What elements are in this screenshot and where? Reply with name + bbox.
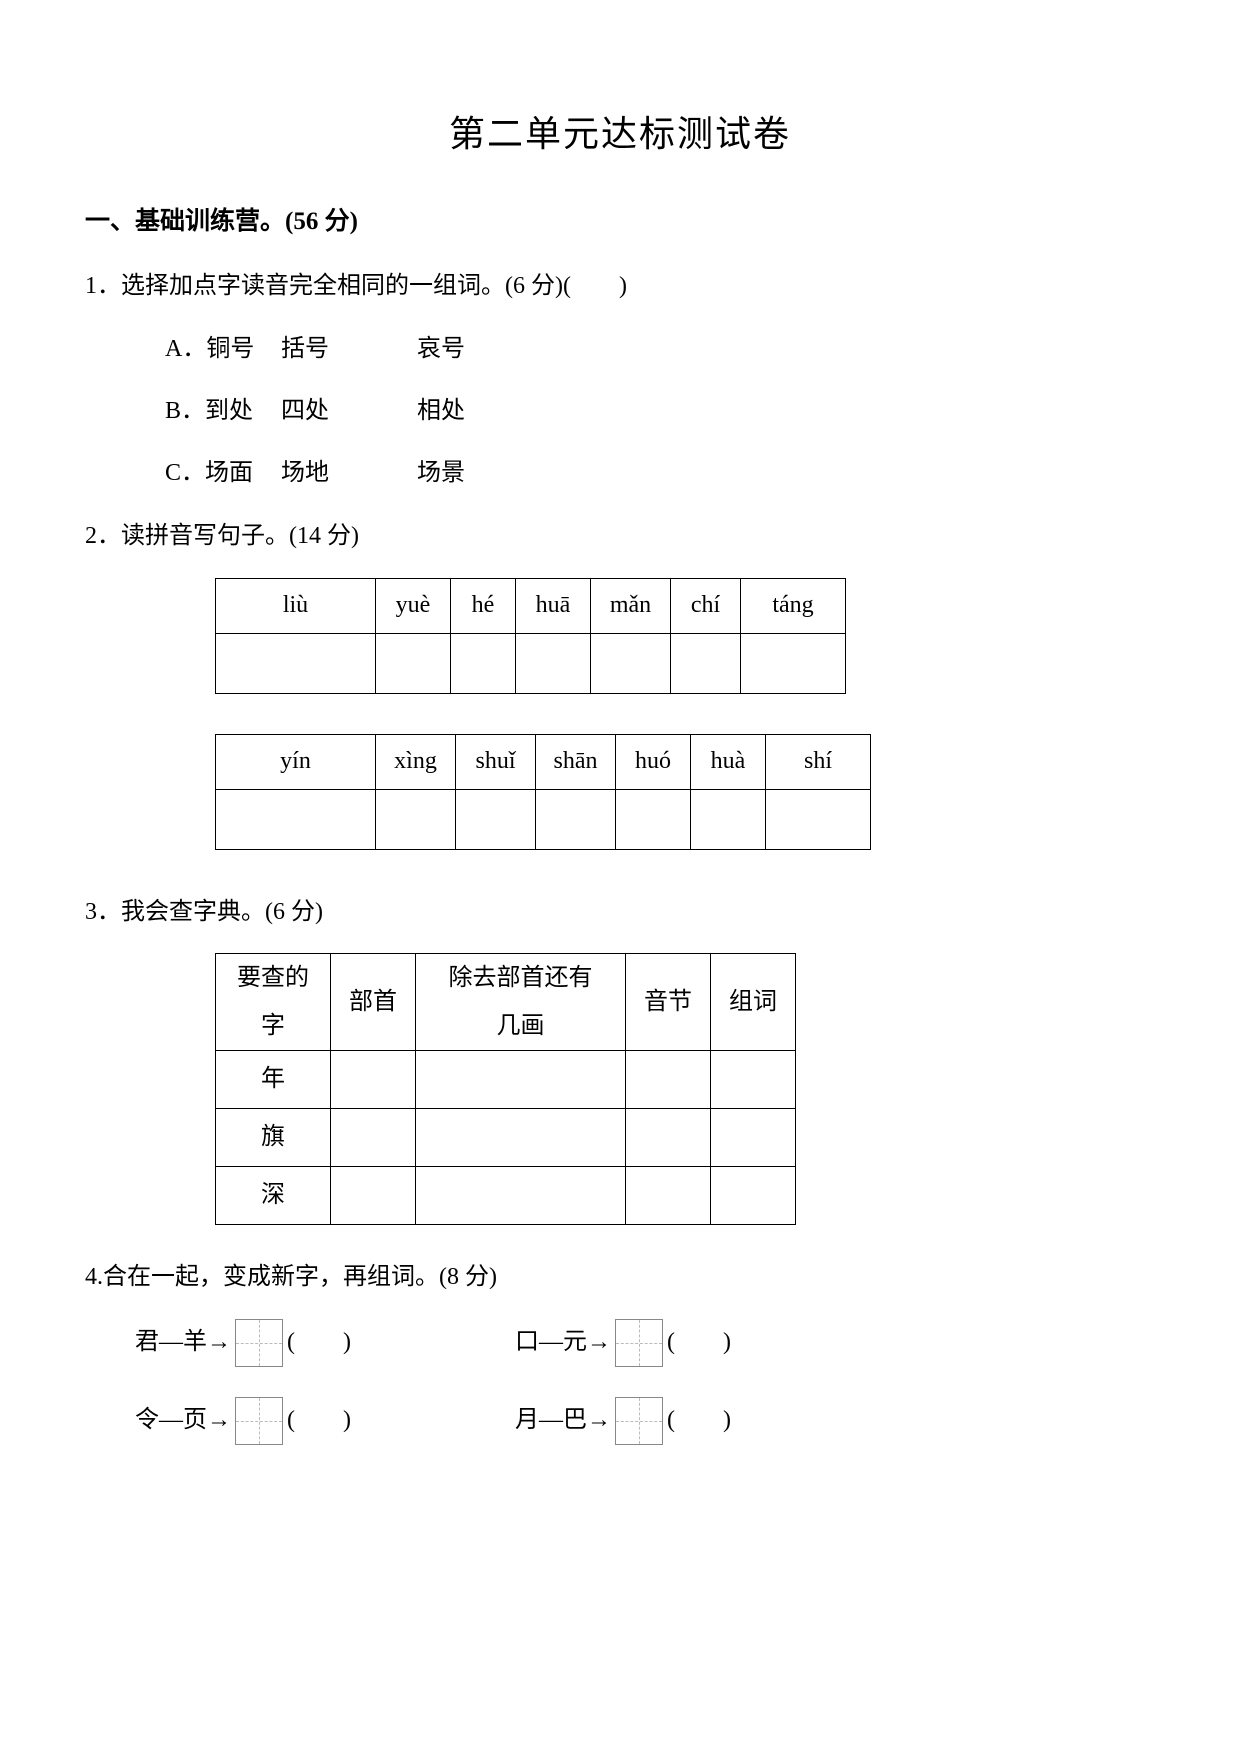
combine-row-1: 君—羊→ ( ) 口—元→ ( ) [135, 1319, 1155, 1367]
pt2-cell-0: yín [216, 734, 376, 789]
option-a-word1: 括号 [281, 327, 411, 373]
pt2-cell-4: huó [616, 734, 691, 789]
option-c-word2: 场景 [417, 451, 547, 497]
pt1-answer-0[interactable] [216, 633, 376, 693]
pt2-cell-6: shí [766, 734, 871, 789]
option-c-word1: 场地 [281, 451, 411, 497]
combine-3-paren[interactable]: ( ) [667, 1398, 731, 1444]
option-a-word2: 哀号 [417, 327, 547, 373]
dict-r1-c2[interactable] [416, 1109, 626, 1167]
pt1-answer-4[interactable] [591, 633, 671, 693]
combine-pair-2: 令—页→ ( ) [135, 1397, 515, 1445]
option-b-label: B．到处 [165, 389, 275, 435]
dictionary-table: 要查的字 部首 除去部首还有几画 音节 组词 年 旗 深 [215, 953, 796, 1225]
dict-hdr-3: 音节 [626, 954, 711, 1051]
combine-pair-3: 月—巴→ ( ) [515, 1397, 731, 1445]
dict-r1-char: 旗 [216, 1109, 331, 1167]
pt2-answer-3[interactable] [536, 789, 616, 849]
option-c: C．场面 场地 场景 [165, 451, 1155, 497]
pt1-answer-6[interactable] [741, 633, 846, 693]
pt1-cell-0: liù [216, 578, 376, 633]
combine-1-paren[interactable]: ( ) [667, 1320, 731, 1366]
dict-r0-c3[interactable] [626, 1051, 711, 1109]
dict-r0-c1[interactable] [331, 1051, 416, 1109]
pt1-answer-1[interactable] [376, 633, 451, 693]
dict-r0-c4[interactable] [711, 1051, 796, 1109]
dict-hdr-4: 组词 [711, 954, 796, 1051]
pinyin-table-1: liù yuè hé huā mǎn chí táng [215, 578, 846, 694]
dict-r0-char: 年 [216, 1051, 331, 1109]
dict-r2-char: 深 [216, 1167, 331, 1225]
combine-3-left: 月—巴→ [515, 1398, 611, 1444]
pt2-answer-0[interactable] [216, 789, 376, 849]
question-3: 3．我会查字典。(6 分) 要查的字 部首 除去部首还有几画 音节 组词 年 旗… [85, 890, 1155, 1226]
dict-hdr-1: 部首 [331, 954, 416, 1051]
pt2-answer-4[interactable] [616, 789, 691, 849]
pt1-answer-2[interactable] [451, 633, 516, 693]
dict-r1-c1[interactable] [331, 1109, 416, 1167]
pt2-answer-5[interactable] [691, 789, 766, 849]
combine-pair-0: 君—羊→ ( ) [135, 1319, 515, 1367]
combine-0-paren[interactable]: ( ) [287, 1320, 351, 1366]
question-4: 4.合在一起，变成新字，再组词。(8 分) 君—羊→ ( ) 口—元→ ( ) … [85, 1255, 1155, 1445]
pt2-cell-5: huà [691, 734, 766, 789]
option-b: B．到处 四处 相处 [165, 389, 1155, 435]
dict-r2-c3[interactable] [626, 1167, 711, 1225]
pinyin-table-2: yín xìng shuǐ shān huó huà shí [215, 734, 871, 850]
page-title: 第二单元达标测试卷 [85, 100, 1155, 168]
question-4-text: 4.合在一起，变成新字，再组词。(8 分) [85, 1255, 1155, 1301]
option-b-word1: 四处 [281, 389, 411, 435]
combine-2-left: 令—页→ [135, 1398, 231, 1444]
pt1-cell-1: yuè [376, 578, 451, 633]
pt1-cell-2: hé [451, 578, 516, 633]
question-2-text: 2．读拼音写句子。(14 分) [85, 514, 1155, 560]
dict-r2-c1[interactable] [331, 1167, 416, 1225]
pt1-cell-4: mǎn [591, 578, 671, 633]
option-a: A．铜号 括号 哀号 [165, 327, 1155, 373]
dict-hdr-0: 要查的字 [216, 954, 331, 1051]
dict-r1-c4[interactable] [711, 1109, 796, 1167]
char-box-2[interactable] [235, 1397, 283, 1445]
option-a-label: A．铜号 [165, 327, 275, 373]
dict-r2-c2[interactable] [416, 1167, 626, 1225]
combine-0-left: 君—羊→ [135, 1320, 231, 1366]
combine-2-paren[interactable]: ( ) [287, 1398, 351, 1444]
question-1: 1．选择加点字读音完全相同的一组词。(6 分)( ) A．铜号 括号 哀号 B．… [85, 264, 1155, 496]
dict-r2-c4[interactable] [711, 1167, 796, 1225]
section-1-heading: 一、基础训练营。(56 分) [85, 198, 1155, 246]
char-box-3[interactable] [615, 1397, 663, 1445]
pt2-cell-3: shān [536, 734, 616, 789]
char-box-0[interactable] [235, 1319, 283, 1367]
option-c-label: C．场面 [165, 451, 275, 497]
pt2-cell-2: shuǐ [456, 734, 536, 789]
dict-r1-c3[interactable] [626, 1109, 711, 1167]
char-box-1[interactable] [615, 1319, 663, 1367]
pt1-cell-6: táng [741, 578, 846, 633]
option-b-word2: 相处 [417, 389, 547, 435]
combine-row-2: 令—页→ ( ) 月—巴→ ( ) [135, 1397, 1155, 1445]
combine-container: 君—羊→ ( ) 口—元→ ( ) 令—页→ ( ) 月—巴→ ( ) [85, 1319, 1155, 1445]
question-1-options: A．铜号 括号 哀号 B．到处 四处 相处 C．场面 场地 场景 [85, 327, 1155, 496]
dict-hdr-2: 除去部首还有几画 [416, 954, 626, 1051]
question-1-text: 1．选择加点字读音完全相同的一组词。(6 分)( ) [85, 264, 1155, 310]
pt1-answer-3[interactable] [516, 633, 591, 693]
pt1-answer-5[interactable] [671, 633, 741, 693]
dict-r0-c2[interactable] [416, 1051, 626, 1109]
pt2-cell-1: xìng [376, 734, 456, 789]
pt2-answer-2[interactable] [456, 789, 536, 849]
pt1-cell-5: chí [671, 578, 741, 633]
question-2: 2．读拼音写句子。(14 分) liù yuè hé huā mǎn chí t… [85, 514, 1155, 850]
pt2-answer-6[interactable] [766, 789, 871, 849]
pt2-answer-1[interactable] [376, 789, 456, 849]
question-3-text: 3．我会查字典。(6 分) [85, 890, 1155, 936]
combine-pair-1: 口—元→ ( ) [515, 1319, 731, 1367]
combine-1-left: 口—元→ [515, 1320, 611, 1366]
pt1-cell-3: huā [516, 578, 591, 633]
